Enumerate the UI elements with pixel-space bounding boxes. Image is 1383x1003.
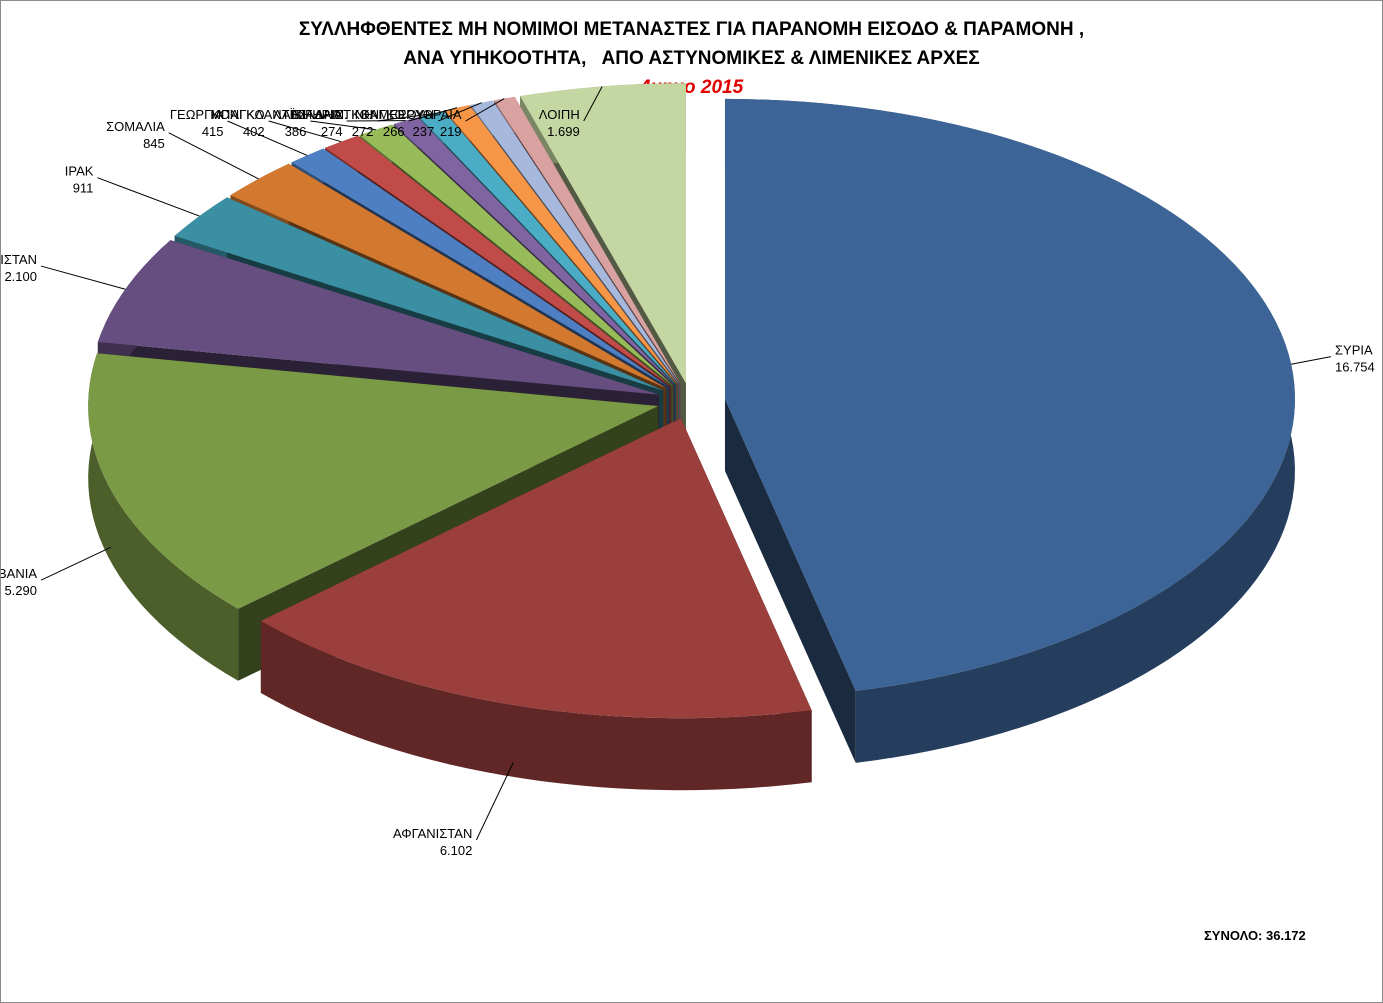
slice-label-value: 402 [243,124,265,139]
slice-labels: ΣΥΡΙΑ 16.754 ΑΦΓΑΝΙΣΤΑΝ 6.102 ΑΛΒΑΝΙΑ 5.290 ΠΑ… [1,107,1375,858]
leader-line [40,265,126,290]
slice-label-value: 2.100 [4,269,37,284]
slice-label-name: ΑΛΒΑΝΙΑ [1,566,37,581]
slice-label-value: 6.102 [440,843,473,858]
slice-top-face [520,83,686,384]
pie-slice-1 [260,418,812,791]
slice-label-name: ΕΡΥΘΡΑΙΑ [397,107,461,122]
slice-label-value: 266 [383,124,405,139]
slice-label-name: ΣΟΜΑΛΙΑ [106,119,165,134]
slice-label-value: 16.754 [1335,360,1375,375]
pie-slices [88,83,1295,791]
slice-label-name: ΣΥΡΙΑ [1335,343,1373,358]
slice-label-value: 272 [352,124,374,139]
slice-side-wall [724,398,856,763]
chart-title-line-1: ΣΥΛΛΗΦΘΕΝΤΕΣ ΜΗ ΝΟΜΙΜΟΙ ΜΕΤΑΝΑΣΤΕΣ ΓΙΑ Π… [298,19,1085,40]
slice-top-face [174,197,664,391]
leader-line [310,120,376,131]
slice-label-name: ΛΑΪΚΗ ΔΗΜ. ΚΟΝΓΚΟ [273,107,404,122]
leader-line [475,762,514,841]
slice-top-face [88,353,659,609]
total-label: ΣΥΝΟΛΟ: 36.172 [1204,928,1306,943]
leader-line [377,113,432,122]
slice-outer-wall [260,620,812,791]
slice-label-name: ΛΟΙΠΗ [539,107,580,122]
leader-line [168,132,259,180]
slice-top-face [260,418,812,719]
slice-top-face [393,117,675,386]
slice-label-name: ΓΕΩΡΓΙΑ [170,107,224,122]
leader-line [465,98,505,122]
leader-line [40,546,112,581]
leader-line [97,177,200,217]
slice-label-name: ΠΑΛΑΙΣΤΙΝΗ [296,107,373,122]
slice-top-face [97,240,659,395]
slice-label-value: 219 [440,124,462,139]
slice-top-face [419,110,677,385]
slice-top-face [724,98,1295,691]
slice-label-value: 415 [202,124,224,139]
slice-top-face [445,105,678,385]
slice-label-name: ΜΠΑΓΚΛΑΝΤΕΣ [210,107,306,122]
pie-slice-0 [724,98,1295,763]
slice-label-value: 911 [73,181,94,196]
slice-label-value: 5.290 [4,583,37,598]
leader-line [408,107,458,122]
leader-line [438,102,482,122]
slice-top-face [230,163,667,389]
slice-label-value: 845 [143,136,165,151]
chart-title-line-2: ΑΝΑ ΥΠΗΚΟΟΤΗΤΑ, ΑΠΟ ΑΣΤΥΝΟΜΙΚΕΣ & ΛΙΜΕΝΙ… [403,48,980,69]
slice-label-name: ΑΦΓΑΝΙΣΤΑΝ [393,826,472,841]
slice-top-face [291,148,670,388]
slice-label-name: ΝΙΓΗΡΙΑ [292,107,343,122]
slice-label-value: 237 [413,124,435,139]
leader-line [268,120,342,143]
slice-label-value: 1.699 [547,124,580,139]
slice-label-name: ΚΑΜΕΡΟΥΝ [361,107,434,122]
slice-top-face [470,100,680,385]
slice-label-value: 386 [285,124,307,139]
slice-top-face [494,96,681,384]
slice-top-face [359,124,674,386]
leader-line [227,120,308,156]
leader-line [1291,356,1332,365]
leader-line [583,86,603,122]
slice-label-name: ΚΟΝΓΚΟ [211,107,264,122]
slice-label-value: 274 [321,124,343,139]
slice-label-name: ΙΡΑΚ [65,164,94,179]
leader-lines [40,86,1332,841]
slice-top-face [325,135,672,387]
slice-outer-wall [88,353,239,681]
slice-label-name: ΠΑΚΙΣΤΑΝ [1,252,37,267]
